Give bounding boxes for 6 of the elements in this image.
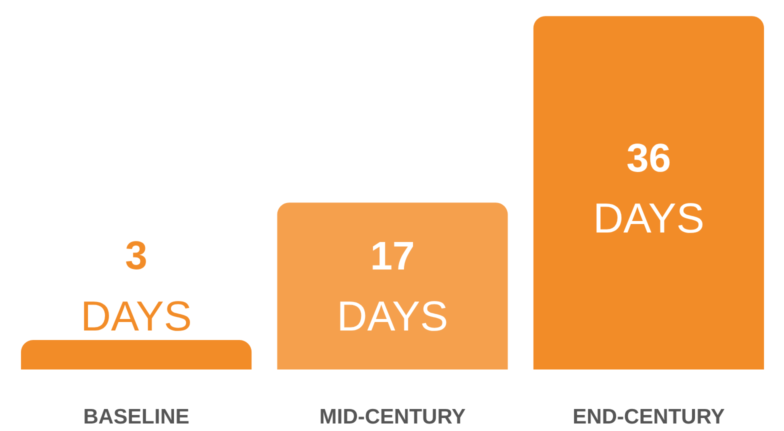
x-tick-label: MID-CENTURY — [319, 406, 466, 428]
data-label: 3 DAYS — [80, 234, 192, 340]
x-tick-label: END-CENTURY — [572, 406, 725, 428]
data-label: 17 DAYS — [336, 234, 448, 340]
data-label: 36 DAYS — [593, 136, 704, 242]
x-tick-label: BASELINE — [83, 406, 190, 428]
